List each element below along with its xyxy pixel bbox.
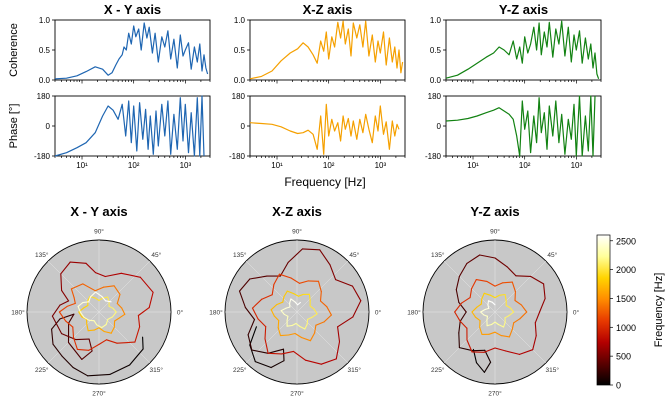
trajectory-segment: [287, 326, 292, 327]
polar-angle-label: 0°: [375, 309, 382, 317]
polar-angle-label: 315°: [546, 366, 560, 374]
polar-angle-label: 270°: [290, 390, 304, 398]
polar-angle-label: 0°: [573, 309, 580, 317]
x-tick-label: 10²: [128, 161, 140, 170]
colorbar-tick-label: 500: [616, 352, 631, 362]
axes-frame: [55, 20, 210, 80]
trajectory-segment: [281, 335, 289, 336]
panel-title: X - Y axis: [104, 2, 161, 17]
trajectory-segment: [76, 339, 89, 340]
x-axis-label: Frequency [Hz]: [284, 175, 365, 189]
polar-angle-label: 225°: [233, 366, 247, 374]
polar-panel-1: 0° 45° 90° 135° 180° 225° 270° 315° X-Z axis: [209, 204, 381, 398]
trajectory-segment: [143, 337, 144, 349]
y-axis-label-phase: Phase [°]: [8, 104, 20, 149]
colorbar: 0 500 1000 1500 2000 2500 Frequency [Hz]: [597, 235, 665, 391]
y-tick-label: 0.5: [39, 46, 51, 55]
y-tick-label: 1.0: [234, 16, 246, 25]
plot-panel-1: 0.0 0.5 1.0 X-Z axis: [234, 2, 405, 85]
colorbar-gradient: [597, 235, 610, 385]
trajectory-segment: [73, 327, 74, 337]
polar-title: Y-Z axis: [470, 204, 519, 219]
y-tick-label: 0.5: [430, 46, 442, 55]
polar-angle-label: 90°: [94, 228, 104, 236]
trajectory-segment: [503, 282, 513, 283]
polar-angle-label: 90°: [292, 228, 302, 236]
polar-angle-label: 45°: [547, 251, 557, 259]
y-tick-label: 0.0: [430, 76, 442, 85]
plot-panel-4: 180 0 -180 10¹ 10² 10³: [229, 92, 405, 170]
polar-angle-label: 225°: [431, 366, 445, 374]
trajectory-segment: [265, 327, 266, 339]
trajectory-segment: [88, 330, 94, 331]
polar-title: X - Y axis: [70, 204, 127, 219]
colorbar-tick-label: 1500: [616, 294, 636, 304]
x-tick-label: 10²: [519, 161, 531, 170]
x-tick-label: 10¹: [271, 161, 283, 170]
y-tick-label: 1.0: [430, 16, 442, 25]
colorbar-tick-label: 2000: [616, 265, 636, 275]
plot-panel-5: 180 0 -180 10¹ 10² 10³: [425, 92, 601, 170]
polar-angle-label: 135°: [431, 251, 445, 259]
y-tick-label: 0: [46, 122, 51, 131]
plot-panel-0: 0.0 0.5 1.0 X - Y axis: [39, 2, 210, 85]
trajectory-segment: [481, 299, 482, 304]
polar-panel-0: 0° 45° 90° 135° 180° 225° 270° 315° X - Y axis: [11, 204, 183, 398]
x-tick-label: 10²: [323, 161, 335, 170]
y-tick-label: 0: [437, 122, 442, 131]
polar-angle-label: 135°: [35, 251, 49, 259]
x-tick-label: 10¹: [76, 161, 88, 170]
x-tick-label: 10³: [180, 161, 192, 170]
plot-panel-2: 0.0 0.5 1.0 Y-Z axis: [430, 2, 601, 85]
polar-title: X-Z axis: [272, 204, 322, 219]
trajectory-segment: [284, 349, 285, 361]
y-tick-label: 1.0: [39, 16, 51, 25]
colorbar-tick-label: 2500: [616, 236, 636, 246]
polar-angle-label: 0°: [177, 309, 184, 317]
x-tick-label: 10³: [571, 161, 583, 170]
trajectory-segment: [488, 301, 489, 305]
colorbar-label: Frequency [Hz]: [653, 273, 665, 348]
polar-angle-label: 45°: [151, 251, 161, 259]
polar-angle-label: 270°: [92, 390, 106, 398]
colorbar-tick-label: 1000: [616, 323, 636, 333]
polar-angle-label: 180°: [209, 309, 223, 317]
colorbar-tick-label: 0: [616, 381, 621, 391]
plot-panel-3: 180 0 -180 10¹ 10² 10³: [34, 92, 210, 170]
polar-angle-label: 315°: [348, 366, 362, 374]
y-tick-label: -180: [34, 152, 51, 161]
x-tick-label: 10¹: [467, 161, 479, 170]
polar-angle-label: 270°: [488, 390, 502, 398]
polar-angle-label: 90°: [490, 228, 500, 236]
y-tick-label: -180: [425, 152, 442, 161]
panel-title: Y-Z axis: [499, 2, 548, 17]
x-tick-label: 10³: [375, 161, 387, 170]
y-tick-label: 0.0: [234, 76, 246, 85]
y-tick-label: 180: [428, 92, 442, 101]
y-tick-label: -180: [229, 152, 246, 161]
y-tick-label: 0.5: [234, 46, 246, 55]
panel-title: X-Z axis: [303, 2, 353, 17]
trajectory-segment: [268, 353, 282, 354]
polar-angle-label: 45°: [349, 251, 359, 259]
y-tick-label: 180: [232, 92, 246, 101]
polar-angle-label: 225°: [35, 366, 49, 374]
trajectory-segment: [459, 333, 460, 348]
trajectory-segment: [487, 316, 488, 320]
polar-angle-label: 180°: [11, 309, 25, 317]
trajectory-segment: [287, 316, 288, 320]
y-axis-label-coherence: Coherence: [8, 23, 20, 77]
polar-angle-label: 315°: [150, 366, 164, 374]
y-tick-label: 0: [241, 122, 246, 131]
polar-angle-label: 135°: [233, 251, 247, 259]
polar-angle-label: 180°: [407, 309, 421, 317]
y-tick-label: 180: [37, 92, 51, 101]
trajectory-segment: [516, 276, 531, 277]
trajectory-segment: [278, 321, 279, 328]
polar-panel-2: 0° 45° 90° 135° 180° 225° 270° 315° Y-Z axis: [407, 204, 579, 398]
y-tick-label: 0.0: [39, 76, 51, 85]
